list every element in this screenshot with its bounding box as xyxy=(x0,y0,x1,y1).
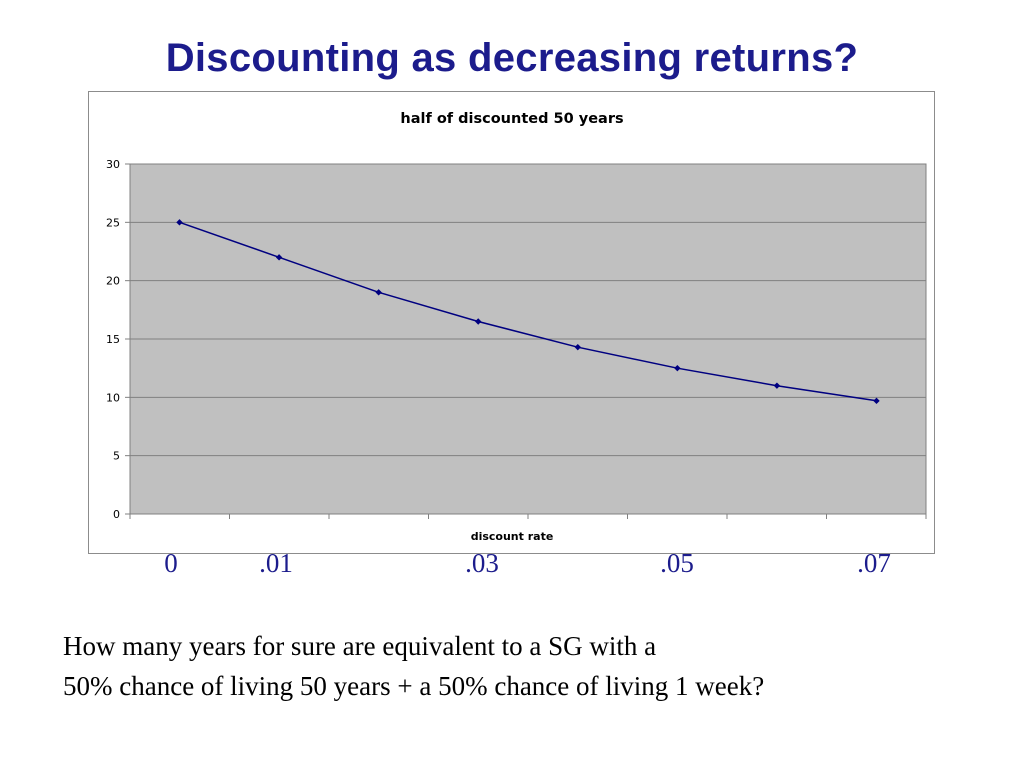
y-tick-label: 30 xyxy=(106,158,120,171)
data-point xyxy=(674,364,681,372)
chart-title: half of discounted 50 years xyxy=(400,111,623,127)
y-tick-label: 15 xyxy=(106,333,120,346)
y-tick-label: 25 xyxy=(106,216,120,229)
data-point xyxy=(275,254,283,261)
x-axis-title: discount rate xyxy=(471,530,554,543)
x-axis-label: 0 xyxy=(164,548,178,578)
question-line: 50% chance of living 50 years + a 50% ch… xyxy=(63,671,765,701)
y-tick-label: 0 xyxy=(113,508,120,521)
question-line: How many years for sure are equivalent t… xyxy=(63,631,657,661)
slide-title: Discounting as decreasing returns? xyxy=(165,36,859,80)
x-axis-label: .03 xyxy=(465,548,499,578)
x-axis-label: .07 xyxy=(857,548,891,578)
data-point xyxy=(873,397,880,405)
data-point xyxy=(773,382,781,389)
series-line xyxy=(179,221,877,402)
y-tick-label: 5 xyxy=(113,450,120,463)
line-chart: 0 5 10 15 20 25 30 half of discounted 50 years d… xyxy=(106,111,927,543)
question-text: How many years for sure are equivalent t… xyxy=(63,626,1003,706)
data-point xyxy=(375,289,382,296)
x-axis-label: .05 xyxy=(660,548,694,578)
y-tick-label: 10 xyxy=(106,391,120,404)
y-tick-label: 20 xyxy=(106,275,120,288)
data-point xyxy=(475,318,482,325)
x-axis-label: .01 xyxy=(259,548,293,578)
chart-frame: 0 5 10 15 20 25 30 half of discounted 50 years d… xyxy=(88,91,935,554)
